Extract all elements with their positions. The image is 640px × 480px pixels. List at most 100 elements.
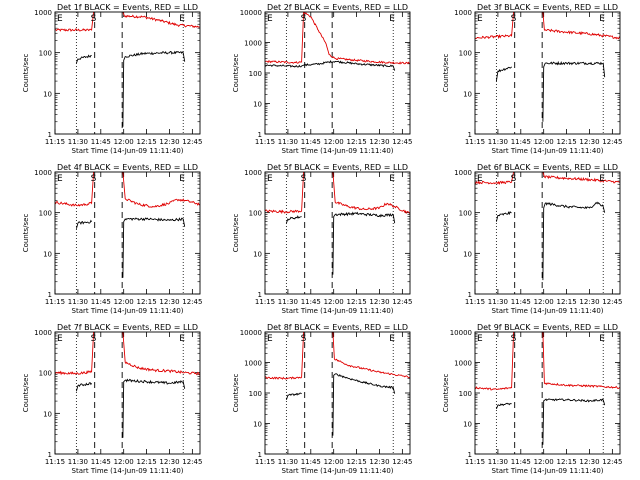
y-tick-label: 1	[468, 131, 472, 139]
x-tick-label: 11:30	[68, 298, 88, 306]
plot-frame	[264, 11, 411, 135]
series-lld-line	[265, 12, 410, 65]
y-tick-label: 100	[249, 210, 262, 218]
x-tick-label: 12:45	[392, 298, 412, 306]
plot-frame	[474, 171, 621, 295]
x-tick-label: 11:45	[91, 138, 111, 146]
x-tick-label: 12:45	[602, 458, 622, 466]
marker-label: S	[91, 14, 97, 24]
marker-label: S	[91, 334, 97, 344]
marker-label: E	[57, 334, 63, 344]
y-tick-label: 1000	[244, 40, 262, 48]
x-tick-label: 12:30	[159, 138, 179, 146]
marker-label: S	[511, 174, 517, 184]
y-tick-label: 1	[258, 291, 262, 299]
x-tick-label: 11:45	[301, 138, 321, 146]
series-events-line	[332, 373, 396, 436]
marker-label: S	[511, 334, 517, 344]
series-events-line	[265, 59, 396, 71]
chart-panel-3: Det 3f BLACK = Events, RED = LLD 1 10 100 10…	[442, 3, 622, 155]
y-axis-label: Counts/sec	[442, 374, 450, 413]
x-tick-label: 12:00	[114, 298, 134, 306]
x-tick-label: 11:45	[511, 138, 531, 146]
series-lld-line	[475, 332, 515, 391]
x-tick-label: 11:15	[45, 458, 65, 466]
x-tick-label: 12:00	[534, 138, 554, 146]
x-tick-label: 11:30	[488, 458, 508, 466]
series-lld-line	[542, 332, 620, 389]
y-tick-label: 1000	[34, 9, 52, 17]
x-tick-label: 11:45	[301, 298, 321, 306]
plot-area	[475, 12, 620, 134]
x-tick-label: 11:15	[465, 138, 485, 146]
x-tick-label: 11:45	[511, 298, 531, 306]
plot-frame	[474, 331, 621, 455]
y-axis-label: Counts/sec	[232, 374, 240, 413]
x-axis-label: Start Time (14-Jun-09 11:11:40)	[492, 147, 604, 155]
x-tick-label: 11:30	[278, 458, 298, 466]
series-lld-line	[55, 12, 95, 32]
series-events-line	[285, 392, 302, 400]
plot-frame	[54, 331, 201, 455]
chart-panel-5: Det 5f BLACK = Events, RED = LLD 1 10 100 10…	[232, 163, 412, 315]
x-tick-label: 11:15	[465, 298, 485, 306]
plot-area	[475, 332, 620, 454]
series-lld-line	[265, 172, 305, 215]
plot-area	[265, 332, 410, 454]
x-tick-label: 11:15	[45, 298, 65, 306]
series-events-line	[332, 211, 396, 275]
marker-label: E	[389, 14, 395, 24]
x-axis-label: Start Time (14-Jun-09 11:11:40)	[282, 307, 394, 315]
series-events-line	[495, 402, 512, 410]
chart-title: Det 5f BLACK = Events, RED = LLD	[267, 163, 408, 172]
series-events-line	[495, 210, 512, 222]
x-tick-label: 11:45	[301, 458, 321, 466]
chart-title: Det 4f BLACK = Events, RED = LLD	[57, 163, 198, 172]
chart-panel-9: Det 9f BLACK = Events, RED = LLD 1 10 100 10…	[442, 323, 622, 475]
x-tick-label: 12:30	[579, 458, 599, 466]
series-events-line	[122, 378, 186, 438]
x-tick-label: 12:30	[369, 298, 389, 306]
x-tick-label: 12:15	[556, 298, 576, 306]
x-tick-label: 11:30	[68, 458, 88, 466]
x-tick-label: 12:00	[324, 458, 344, 466]
marker-label: E	[477, 334, 483, 344]
plot-area	[475, 172, 620, 294]
marker-label: E	[267, 334, 273, 344]
x-tick-label: 12:15	[556, 458, 576, 466]
x-tick-label: 12:30	[159, 458, 179, 466]
y-tick-label: 100	[39, 370, 52, 378]
plot-area	[265, 172, 410, 294]
series-events-line	[542, 201, 606, 281]
x-tick-label: 11:15	[255, 458, 275, 466]
chart-panel-8: Det 8f BLACK = Events, RED = LLD 1 10 100 10…	[232, 323, 412, 475]
x-tick-label: 12:45	[392, 138, 412, 146]
x-tick-label: 12:45	[602, 298, 622, 306]
chart-title: Det 8f BLACK = Events, RED = LLD	[267, 323, 408, 332]
x-tick-label: 11:30	[278, 138, 298, 146]
marker-label: E	[57, 14, 63, 24]
y-tick-label: 1	[48, 291, 52, 299]
x-tick-label: 11:30	[68, 138, 88, 146]
y-tick-label: 100	[39, 210, 52, 218]
series-lld-line	[265, 332, 305, 380]
y-tick-label: 100	[249, 70, 262, 78]
chart-title: Det 9f BLACK = Events, RED = LLD	[477, 323, 618, 332]
marker-label: E	[267, 174, 273, 184]
series-lld-line	[475, 12, 515, 40]
y-tick-label: 1	[48, 451, 52, 459]
x-tick-label: 12:15	[136, 138, 156, 146]
y-tick-label: 1	[258, 131, 262, 139]
chart-panel-6: Det 6f BLACK = Events, RED = LLD 1 10 100 10…	[442, 163, 622, 315]
y-axis-label: Counts/sec	[232, 54, 240, 93]
y-tick-label: 1000	[34, 329, 52, 337]
x-tick-label: 11:45	[91, 458, 111, 466]
series-lld-line	[122, 332, 200, 376]
marker-label: E	[267, 14, 273, 24]
plot-area	[55, 332, 200, 454]
marker-label: E	[477, 14, 483, 24]
x-axis-label: Start Time (14-Jun-09 11:11:40)	[72, 307, 184, 315]
plot-area	[55, 172, 200, 294]
chart-title: Det 7f BLACK = Events, RED = LLD	[57, 323, 198, 332]
x-tick-label: 12:00	[324, 138, 344, 146]
